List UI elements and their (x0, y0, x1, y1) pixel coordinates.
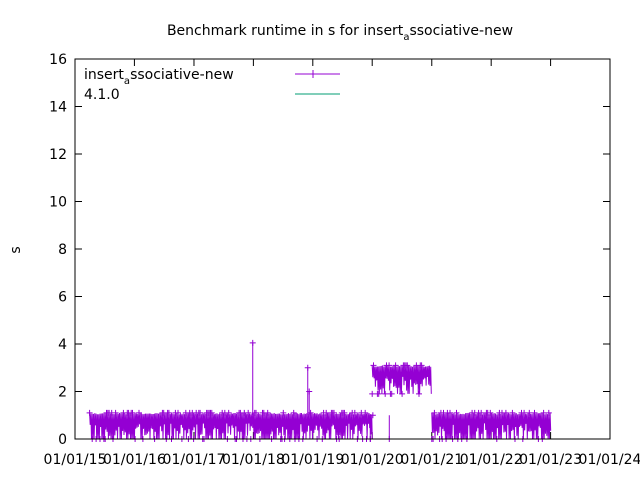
chart-title-subscript: a (403, 32, 409, 43)
y-tick-label: 16 (49, 52, 67, 68)
legend-label-series-1-subscript: a (124, 76, 130, 87)
x-tick-label: 01/01/16 (103, 452, 166, 468)
legend-label-series-2: 4.1.0 (84, 87, 120, 103)
spike-point (369, 412, 376, 419)
x-tick-label: 01/01/22 (460, 452, 523, 468)
legend-marker-series-1 (309, 70, 317, 78)
x-tick-label: 01/01/23 (519, 452, 582, 468)
y-tick-label: 8 (58, 242, 67, 258)
chart-title: Benchmark runtime in s for insertassocia… (167, 23, 513, 43)
spike-point (306, 388, 313, 395)
y-axis-label: s (8, 246, 24, 253)
x-tick-label: 01/01/19 (281, 452, 344, 468)
x-tick-label: 01/01/20 (341, 452, 404, 468)
legend: insertassociative-new 4.1.0 (84, 67, 340, 103)
series-insert-associative-new (86, 339, 552, 442)
y-tick-label: 2 (58, 385, 67, 401)
y-tick-label: 12 (49, 147, 67, 163)
spike-point (249, 339, 256, 346)
y-tick-label: 0 (58, 432, 67, 448)
plot-frame (74, 58, 611, 440)
x-tick-label: 01/01/17 (163, 452, 226, 468)
axis-ticks: 024681012141601/01/1501/01/1601/01/1701/… (44, 52, 640, 468)
legend-label-series-1-main: insert (84, 67, 124, 83)
x-tick-label: 01/01/21 (400, 452, 463, 468)
chart-title-rest: ssociative-new (409, 23, 513, 39)
chart-title-main: Benchmark runtime in s for insert (167, 23, 404, 39)
y-tick-label: 14 (49, 100, 67, 116)
y-tick-label: 10 (49, 195, 67, 211)
legend-label-series-1: insertassociative-new (84, 67, 234, 87)
x-tick-label: 01/01/15 (44, 452, 107, 468)
y-tick-label: 6 (58, 290, 67, 306)
legend-label-series-1-rest: ssociative-new (130, 67, 234, 83)
x-tick-label: 01/01/18 (222, 452, 285, 468)
y-tick-label: 4 (58, 337, 67, 353)
spike-point (304, 364, 311, 371)
x-tick-label: 01/01/24 (579, 452, 640, 468)
series-line (89, 365, 552, 440)
